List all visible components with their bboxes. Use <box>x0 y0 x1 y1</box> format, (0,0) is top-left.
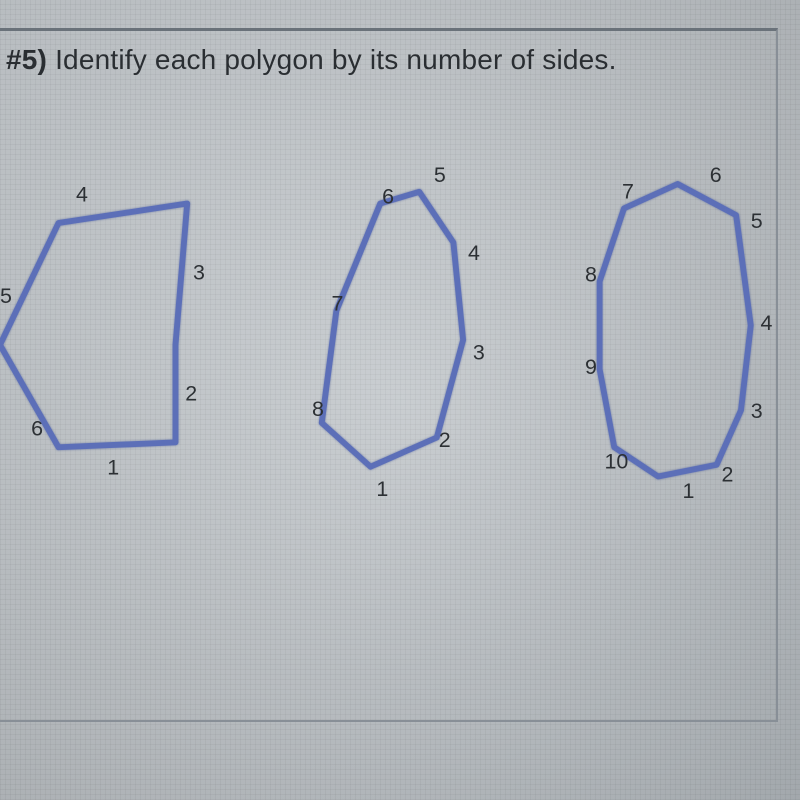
side-label: 2 <box>439 428 451 452</box>
side-label: 3 <box>193 261 205 285</box>
side-label: 8 <box>585 263 597 287</box>
side-label: 1 <box>376 477 388 501</box>
side-label: 5 <box>434 163 446 187</box>
polygon-decagon <box>600 184 751 477</box>
polygon-hexagon <box>0 204 187 448</box>
polygons-figure: 1 2 3 4 5 6 1 2 3 4 5 6 7 8 1 2 3 4 5 6 7 8 9 10 <box>0 150 780 530</box>
side-label: 4 <box>468 241 480 265</box>
side-label: 9 <box>585 355 597 379</box>
side-label: 2 <box>721 462 733 486</box>
side-label: 1 <box>682 479 694 503</box>
side-label: 6 <box>710 163 722 187</box>
side-label: 8 <box>312 397 324 421</box>
question-number: #5) <box>6 44 47 75</box>
side-label: 7 <box>331 292 343 316</box>
side-label: 3 <box>751 399 763 423</box>
question-body: Identify each polygon by its number of s… <box>55 44 617 75</box>
side-label: 6 <box>382 185 394 209</box>
side-label: 7 <box>622 180 634 204</box>
side-label: 1 <box>107 456 119 480</box>
side-label: 6 <box>31 417 43 441</box>
polygon-group: 1 2 3 4 5 6 1 2 3 4 5 6 7 8 1 2 3 4 5 6 7 8 9 10 <box>0 163 772 503</box>
side-label: 3 <box>473 341 485 365</box>
side-label: 4 <box>76 183 88 207</box>
side-label: 5 <box>0 284 12 308</box>
side-label: 5 <box>751 209 763 233</box>
side-label: 2 <box>185 381 197 405</box>
side-label: 10 <box>604 450 628 474</box>
polygon-octagon <box>322 192 463 467</box>
side-label: 4 <box>760 311 772 335</box>
question-text: #5) Identify each polygon by its number … <box>6 44 617 76</box>
